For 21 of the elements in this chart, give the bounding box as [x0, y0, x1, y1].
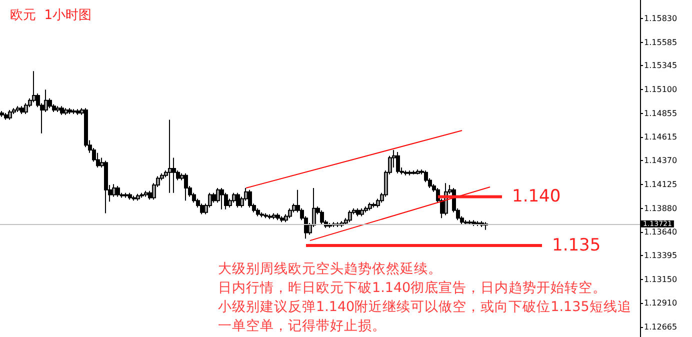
y-tick-label: 1.13395 — [644, 251, 678, 260]
y-tick-label: 1.13150 — [644, 275, 678, 284]
y-tick-label: 1.12665 — [644, 322, 678, 332]
y-tick-label: 1.14855 — [644, 108, 678, 118]
y-tick-label: 1.14370 — [644, 156, 678, 166]
series-label: 1.140 — [512, 186, 561, 207]
y-tick-label: 1.14615 — [644, 132, 678, 142]
annotation: 小级别建议反弹1.140附近继续可以做空，或向下破位1.135短线追 — [218, 299, 632, 315]
annotation: 日内行情，昨日欧元下破1.140彻底宣告，日内趋势开始转空。 — [218, 280, 607, 296]
y-tick-label: 1.15345 — [644, 61, 678, 70]
y-tick-label: 1.13880 — [644, 204, 678, 213]
annotation: 大级别周线欧元空头趋势依然延续。 — [218, 261, 442, 277]
series-label: 1.135 — [552, 235, 601, 256]
y-tick-label: 1.15830 — [644, 14, 678, 24]
text: 欧元 1小时图 — [10, 8, 92, 23]
annotation: 一单空单，记得带好止损。 — [218, 318, 386, 334]
y-tick-label: 1.15585 — [644, 38, 678, 47]
y-tick-label: 1.15100 — [644, 85, 678, 94]
y-tick-label: 1.14125 — [644, 180, 678, 190]
y-tick-label: 1.12910 — [644, 298, 678, 308]
y-tick-label: 1.13640 — [644, 227, 678, 236]
